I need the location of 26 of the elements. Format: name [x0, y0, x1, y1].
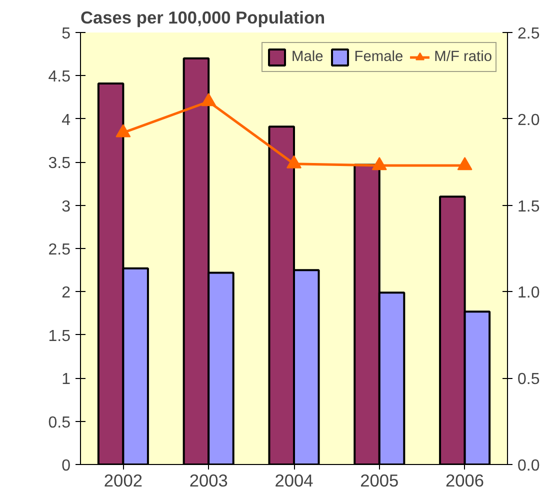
y-tick-label: 2.5	[48, 242, 71, 258]
x-tick-label: 2004	[274, 470, 314, 490]
x-tick-label: 2005	[360, 470, 399, 490]
chart-title: Cases per 100,000 Population	[80, 8, 326, 28]
y-tick-label: 1	[62, 371, 71, 388]
y2-tick-label: 1.5	[518, 198, 540, 216]
legend-label: Female	[354, 49, 404, 65]
y-tick-label: 4	[62, 112, 71, 129]
x-tick-label: 2003	[189, 470, 228, 490]
y2-tick-label: 1.0	[518, 284, 540, 302]
y2-tick-label: 2.0	[518, 112, 540, 129]
y-tick-label: 5	[62, 26, 71, 42]
y-tick-label: 0.5	[48, 414, 71, 432]
y-tick-label: 0	[62, 458, 71, 474]
y2-tick-label: 0.0	[518, 458, 540, 474]
y-tick-label: 2	[62, 284, 71, 302]
y2-tick-label: 2.5	[518, 26, 540, 42]
y2-tick-label: 0.5	[518, 371, 540, 388]
legend-label: Male	[292, 49, 324, 65]
y-tick-label: 1.5	[48, 328, 71, 345]
y-tick-label: 3	[62, 198, 71, 216]
x-tick-label: 2006	[446, 470, 484, 490]
legend-label: M/F ratio	[434, 49, 492, 65]
y-tick-label: 4.5	[48, 68, 71, 86]
x-tick-label: 2002	[104, 470, 142, 490]
y-tick-label: 3.5	[48, 155, 71, 172]
